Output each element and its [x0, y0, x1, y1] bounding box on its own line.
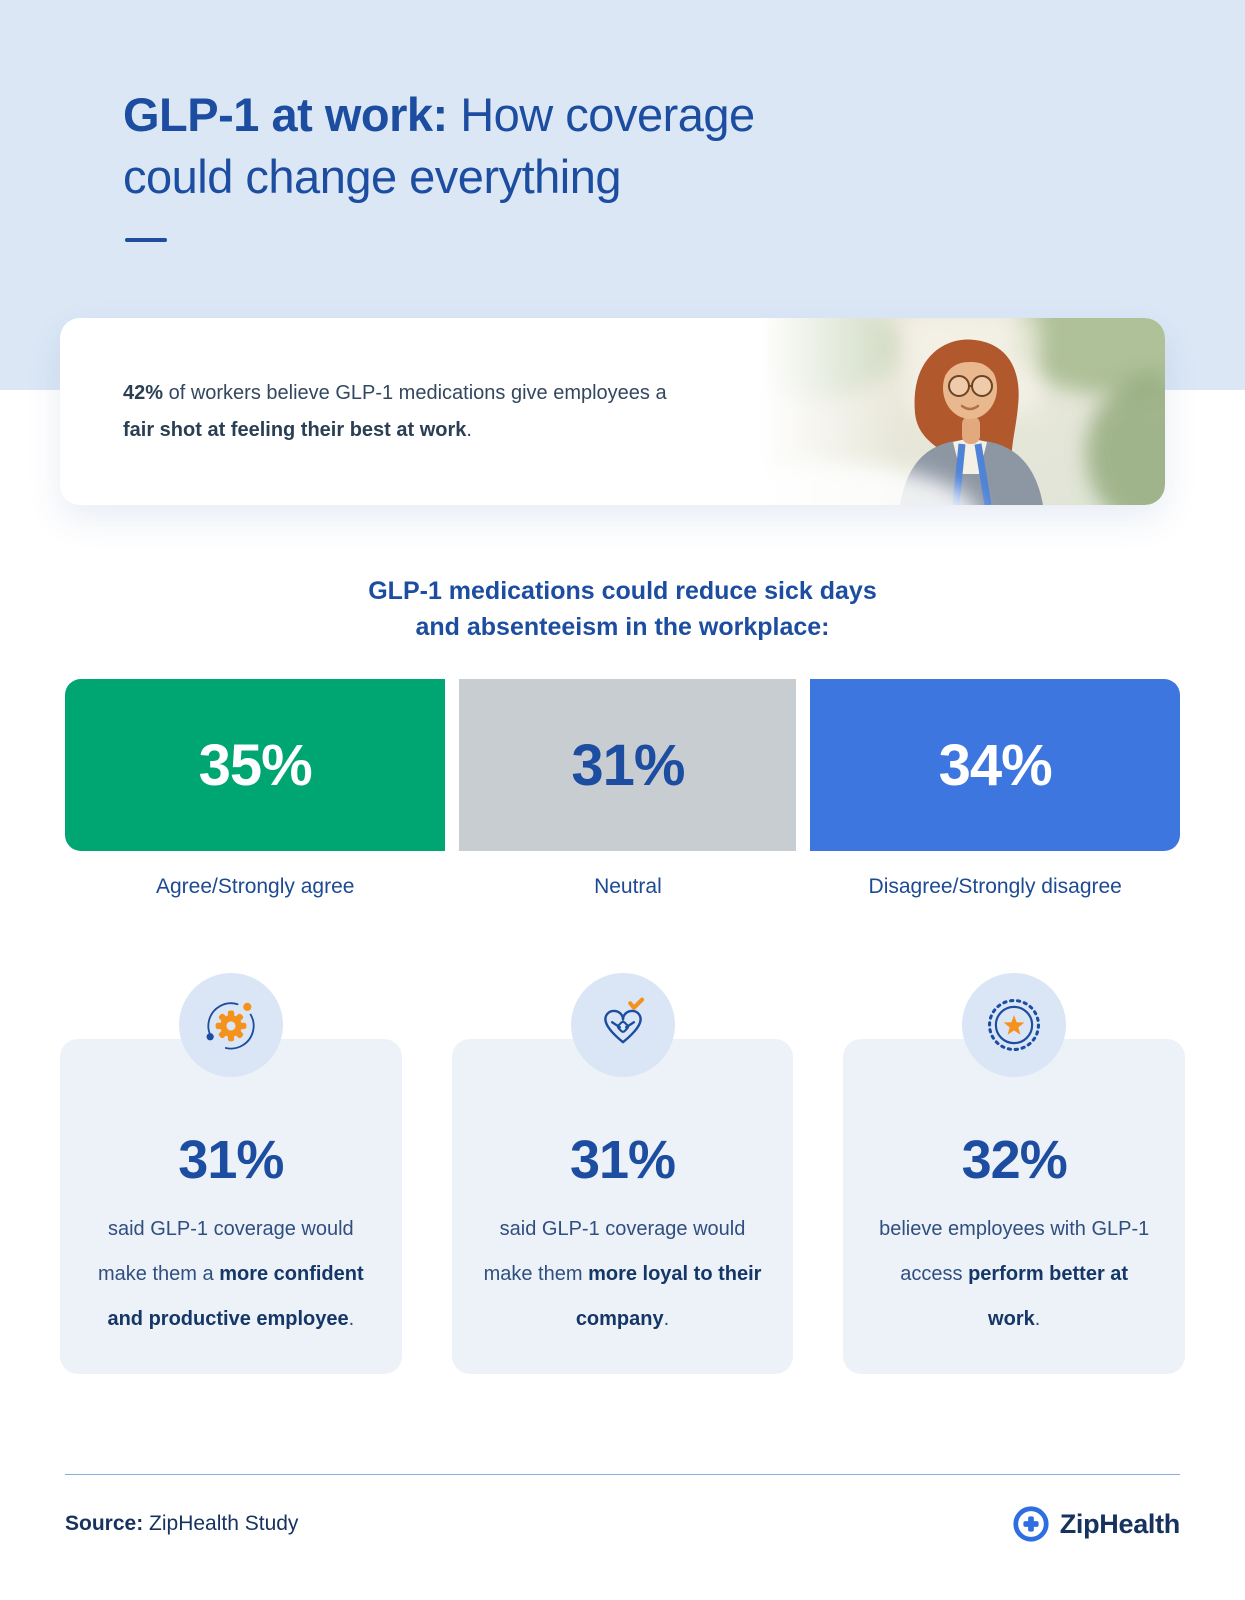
source-value: ZipHealth Study: [143, 1512, 299, 1535]
bar-value-neutral: 31%: [571, 732, 685, 798]
stat-card-performance: 32% believe employees with GLP-1 access …: [843, 973, 1186, 1374]
source-label: Source:: [65, 1512, 144, 1535]
stat-text-end: .: [663, 1308, 670, 1330]
stat-value: 31%: [569, 1130, 676, 1190]
stat-text-normal: said GLP-1 coverage would make them: [483, 1218, 746, 1285]
bar-segment-neutral: 31%: [459, 679, 797, 851]
ziphealth-logo-text: ZipHealth: [1059, 1508, 1181, 1539]
highlight-emphasis: fair shot at feeling their best at work: [123, 418, 467, 441]
stat-text-end: .: [348, 1308, 355, 1330]
stat-text: believe employees with GLP-1 access perf…: [873, 1207, 1155, 1342]
chart-title: GLP-1 medications could reduce sick days…: [0, 573, 1245, 645]
title-dash: [125, 238, 167, 243]
stat-value: 31%: [178, 1130, 284, 1190]
chart-title-line1: GLP-1 medications could reduce sick days: [368, 577, 877, 605]
stat-text-bold: perform better at work: [968, 1263, 1129, 1330]
stat-text-normal: said GLP-1 coverage would make them a: [98, 1218, 354, 1285]
page-title-regular: How coverage could change everything: [123, 88, 755, 204]
stat-value: 32%: [961, 1130, 1068, 1190]
stat-text: said GLP-1 coverage would make them a mo…: [90, 1207, 372, 1342]
highlight-text-end: .: [466, 418, 472, 441]
highlight-text: 42% of workers believe GLP-1 medications…: [60, 375, 680, 449]
highlight-card: 42% of workers believe GLP-1 medications…: [60, 318, 1165, 505]
ziphealth-logo: ZipHealth: [1012, 1505, 1180, 1543]
bar-label-neutral: Neutral: [594, 875, 662, 898]
footer-divider: [65, 1474, 1180, 1475]
bar-chart: 35% 31% 34%: [65, 679, 1180, 851]
stat-text-bold: more loyal to their company: [575, 1263, 762, 1330]
ziphealth-logo-mark: [1013, 1506, 1049, 1542]
bar-segment-disagree: 34%: [810, 679, 1180, 851]
highlight-stat: 42%: [123, 381, 164, 404]
handshake-heart-icon: [570, 973, 675, 1077]
bar-label-disagree: Disagree/Strongly disagree: [868, 875, 1122, 898]
bar-value-disagree: 34%: [938, 732, 1053, 798]
stat-cards-row: 31% said GLP-1 coverage would make them …: [60, 973, 1186, 1374]
bar-segment-agree: 35%: [65, 679, 446, 851]
highlight-text-mid: of workers believe GLP-1 medications giv…: [163, 381, 667, 404]
page-title-bold: GLP-1 at work:: [123, 88, 448, 141]
stat-text: said GLP-1 coverage would make them more…: [482, 1207, 764, 1342]
stat-card-productivity: 31% said GLP-1 coverage would make them …: [60, 973, 402, 1374]
office-worker-photo: [760, 318, 1165, 505]
stat-text-bold: more confident and productive employee: [107, 1263, 364, 1330]
stat-card-loyalty: 31% said GLP-1 coverage would make them …: [451, 973, 794, 1374]
page-title: GLP-1 at work: How coverage could change…: [0, 0, 860, 208]
stat-text-normal: believe employees with GLP-1 access: [879, 1218, 1150, 1285]
bar-label-agree: Agree/Strongly agree: [155, 875, 355, 898]
chart-title-line2: and absenteeism in the workplace:: [415, 613, 830, 641]
award-badge-icon: [962, 973, 1067, 1077]
bar-value-agree: 35%: [198, 732, 313, 798]
footer: Source: ZipHealth Study ZipHealth: [65, 1505, 1180, 1583]
source-text: Source: ZipHealth Study: [65, 1512, 298, 1536]
bar-category-labels: Agree/Strongly agree Neutral Disagree/St…: [65, 875, 1180, 899]
gear-orbit-icon: [178, 973, 283, 1077]
stat-text-end: .: [1034, 1308, 1041, 1330]
